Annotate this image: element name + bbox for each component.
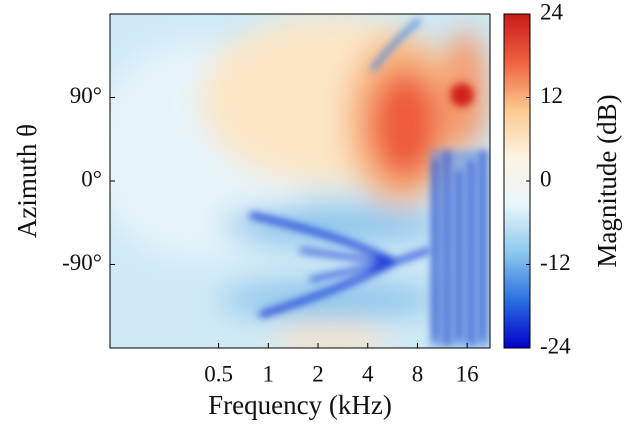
colorbar-bar (503, 13, 531, 349)
noise-region (370, 18, 490, 348)
colorbar-tick-label: -12 (540, 250, 571, 275)
y-tick-label: -90° (62, 250, 102, 275)
x-tick-label: 4 (362, 361, 374, 386)
colorbar-tick-label: 12 (540, 83, 563, 108)
colorbar-tick-label: 0 (540, 166, 552, 191)
x-tick-label: 1 (263, 361, 275, 386)
heatmap-image (110, 14, 490, 348)
colorbar (503, 13, 531, 349)
y-tick-label: 90° (70, 83, 102, 108)
colorbar-tick-label: -24 (540, 333, 571, 358)
x-tick-label: 2 (312, 361, 324, 386)
x-tick-label: 0.5 (204, 361, 233, 386)
colorbar-tick-label: 24 (540, 0, 564, 24)
y-tick-label: 0° (81, 166, 102, 191)
y-axis-label: Azimuth θ (12, 124, 42, 238)
x-tick-label: 8 (412, 361, 424, 386)
x-tick-label: 16 (456, 361, 479, 386)
colorbar-label: Magnitude (dB) (592, 94, 622, 267)
x-axis-label: Frequency (kHz) (208, 390, 392, 420)
